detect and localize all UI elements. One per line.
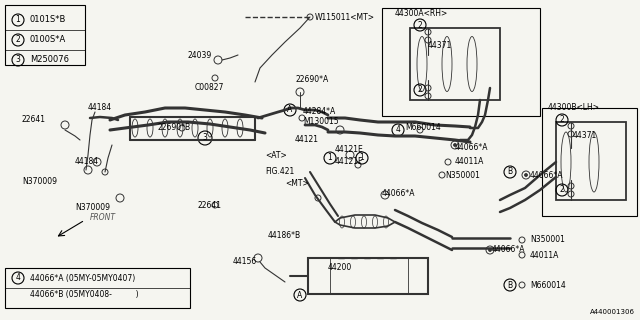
Text: M660014: M660014 — [405, 124, 441, 132]
Circle shape — [488, 249, 492, 252]
Text: W115011<MT>: W115011<MT> — [315, 12, 375, 21]
Text: 44121F: 44121F — [335, 157, 364, 166]
Text: M660014: M660014 — [530, 281, 566, 290]
Bar — [308, 258, 428, 294]
Text: 2: 2 — [15, 36, 20, 44]
Text: M250076: M250076 — [30, 55, 69, 65]
Text: 3: 3 — [203, 133, 207, 142]
Text: 2: 2 — [418, 85, 422, 94]
Text: 22690*A: 22690*A — [295, 76, 328, 84]
Text: 44066*A: 44066*A — [530, 171, 563, 180]
Text: FIG.421: FIG.421 — [265, 167, 294, 177]
Text: 24039: 24039 — [188, 51, 212, 60]
Text: 44066*B (05MY0408-          ): 44066*B (05MY0408- ) — [30, 290, 139, 299]
Text: 44121E: 44121E — [335, 146, 364, 155]
Text: 1: 1 — [15, 15, 20, 25]
Text: 1: 1 — [360, 154, 364, 163]
Text: 22641: 22641 — [198, 201, 222, 210]
Text: N370009: N370009 — [22, 178, 57, 187]
Text: C00827: C00827 — [195, 84, 225, 92]
Text: 2: 2 — [418, 20, 422, 29]
Text: 44284*A: 44284*A — [303, 108, 336, 116]
Text: 0101S*B: 0101S*B — [30, 15, 67, 25]
Text: A440001306: A440001306 — [590, 309, 635, 315]
Text: A: A — [287, 106, 292, 115]
Bar — [556, 122, 626, 200]
Circle shape — [454, 144, 456, 147]
Text: 44371: 44371 — [573, 131, 597, 140]
Text: 44066*A: 44066*A — [492, 245, 525, 254]
Text: B: B — [508, 167, 513, 177]
Text: N350001: N350001 — [445, 171, 480, 180]
Text: 44300B<LH>: 44300B<LH> — [548, 103, 600, 113]
Text: M130015: M130015 — [303, 117, 339, 126]
Text: 4: 4 — [15, 274, 20, 283]
Text: 1: 1 — [328, 154, 332, 163]
Text: 44066*A: 44066*A — [382, 188, 415, 197]
Text: 3: 3 — [15, 55, 20, 65]
Text: 44011A: 44011A — [455, 157, 484, 166]
Text: N370009: N370009 — [75, 204, 110, 212]
Text: 44200: 44200 — [328, 263, 352, 273]
Circle shape — [525, 173, 527, 176]
Text: 44066*A (05MY-05MY0407): 44066*A (05MY-05MY0407) — [30, 275, 135, 284]
Text: <MT>: <MT> — [285, 179, 308, 188]
Text: 44121: 44121 — [295, 135, 319, 145]
Text: A: A — [298, 291, 303, 300]
Text: 44011A: 44011A — [530, 251, 559, 260]
Text: 2: 2 — [559, 186, 564, 195]
Text: 44156: 44156 — [233, 258, 257, 267]
Text: 44184: 44184 — [75, 157, 99, 166]
Text: 2: 2 — [559, 116, 564, 124]
Text: 44186*B: 44186*B — [268, 230, 301, 239]
Bar — [410, 28, 500, 100]
Text: <AT>: <AT> — [265, 150, 287, 159]
Text: 22641: 22641 — [22, 116, 46, 124]
Bar — [382, 8, 540, 116]
Text: 44184: 44184 — [88, 103, 112, 113]
Bar — [542, 108, 637, 216]
Bar — [5, 5, 85, 65]
Text: FRONT: FRONT — [90, 213, 116, 222]
Text: 22690*B: 22690*B — [158, 124, 191, 132]
Text: B: B — [508, 281, 513, 290]
Text: 44371: 44371 — [428, 41, 452, 50]
Text: 0100S*A: 0100S*A — [30, 36, 67, 44]
Text: 44300A<RH>: 44300A<RH> — [395, 9, 448, 18]
Text: 4: 4 — [396, 125, 401, 134]
Bar — [5, 268, 190, 308]
Text: N350001: N350001 — [530, 236, 565, 244]
Text: 44066*A: 44066*A — [455, 143, 488, 153]
